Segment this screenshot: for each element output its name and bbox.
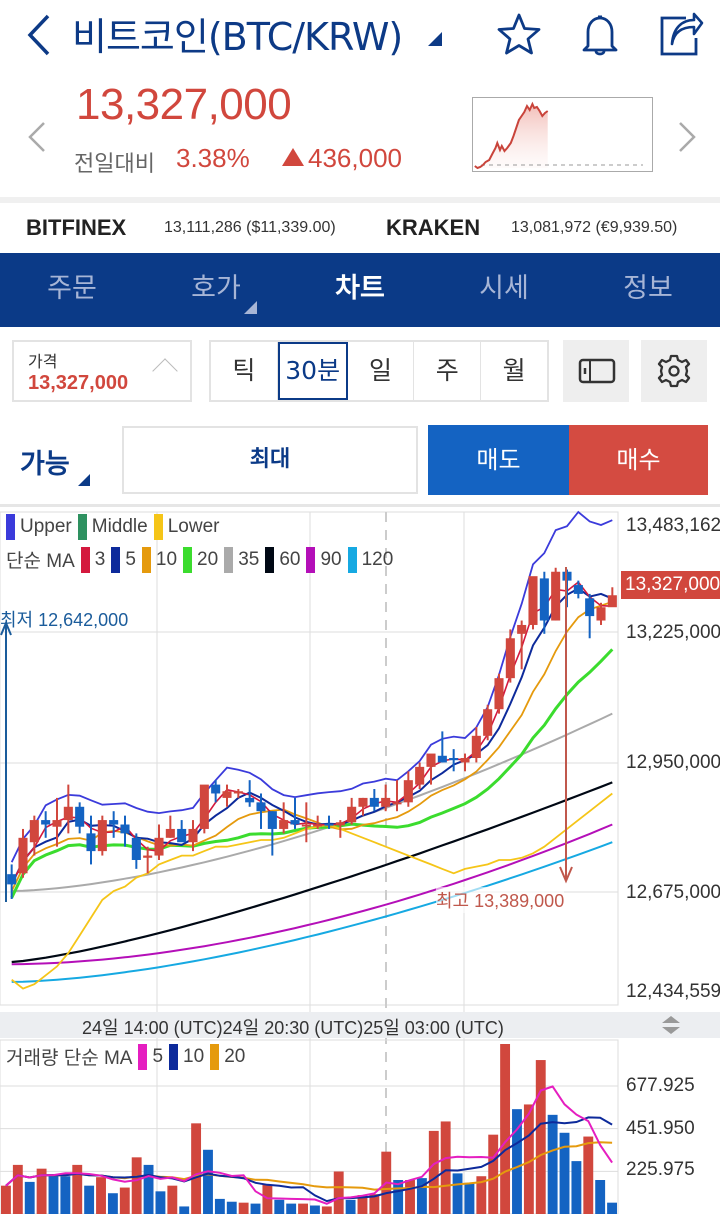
ma-legend-item-label: 20 [197,548,219,570]
page-title[interactable]: 비트코인(BTC/KRW) [72,15,403,59]
volume-y-tick: 225.975 [626,1159,695,1180]
prev-coin-icon[interactable] [26,120,48,154]
sell-button[interactable]: 매도 [428,425,569,495]
divider [0,197,720,203]
period-day[interactable]: 일 [348,342,415,400]
period-week[interactable]: 주 [414,342,482,400]
ma-legend-item-label: 5 [125,548,136,570]
max-button[interactable]: 최대 [122,426,418,494]
tab-info[interactable]: 정보 [623,273,673,304]
tab-chart[interactable]: 차트 [335,273,385,304]
exchange-name-kraken: KRAKEN [386,215,481,240]
ma-legend: 단순 MA 3 5 10 20 35 60 90 120 [6,546,393,573]
up-triangle-icon [282,148,304,166]
volume-y-tick: 677.925 [626,1075,695,1096]
volume-legend: 거래량 단순 MA 5 10 20 [6,1043,245,1070]
chevron-up-icon[interactable] [152,358,178,384]
bollinger-legend-item-swatch [6,514,15,540]
period-tick[interactable]: 틱 [211,342,278,400]
tab-market[interactable]: 시세 [479,273,529,304]
y-tick: 12,434,559 [626,981,720,1002]
volume-legend-item-swatch [138,1043,148,1070]
available-label[interactable]: 가능 [20,449,70,480]
bollinger-legend-item-label: Lower [167,516,220,537]
change-label: 전일대비 [74,152,155,177]
bollinger-legend-item-swatch [77,514,87,540]
volume-legend-item-label: 20 [224,1045,246,1067]
time-axis-labels: 24일 14:00 (UTC)24일 20:30 (UTC)25일 03:00 … [82,1018,504,1038]
volume-legend-item-swatch [210,1043,220,1070]
gear-icon [657,354,691,388]
high-annotation: 최고 13,389,000 [436,887,565,913]
price-field-value: 13,327,000 [28,372,129,394]
ma-legend-item-swatch [347,546,357,573]
ma-legend-item-label: 10 [155,548,178,570]
header: 비트코인(BTC/KRW) [0,0,720,72]
low-annotation: 최저 12,642,000 [0,610,129,630]
current-price-tag: 13,327,000 [621,571,720,599]
orderbook-dropdown-icon [244,301,257,314]
share-icon[interactable] [656,10,704,58]
ma-legend-item-swatch [183,546,193,573]
current-price: 13,327,000 [76,80,292,129]
exchange-value-kraken: 13,081,972 (€9,939.50) [511,219,678,236]
tab-orderbook[interactable]: 호가 [191,273,241,304]
y-tick: 12,675,000 [626,882,720,903]
back-icon[interactable] [22,10,58,60]
buy-button[interactable]: 매수 [569,425,708,495]
dropdown-icon[interactable] [428,32,442,46]
price-field-label: 가격 [28,352,58,371]
resize-handle-icon[interactable] [660,1015,682,1035]
ma-legend-item-label: 35 [238,548,260,570]
period-month[interactable]: 월 [502,356,526,385]
volume-y-tick: 451.950 [626,1118,695,1139]
price-field[interactable]: 가격 13,327,000 [12,340,192,402]
volume-legend-item-label: 10 [183,1045,205,1067]
exchange-value-bitfinex: 13,111,286 ($11,339.00) [164,219,336,236]
ma-legend-label: 단순 MA [6,551,75,572]
bollinger-legend: Upper Middle Lower [0,514,219,540]
tab-bar: 주문 호가 차트 시세 정보 [0,253,720,327]
change-percent: 3.38% [176,143,250,173]
y-tick: 13,225,000 [626,622,720,643]
ma-legend-item-swatch [111,546,121,573]
volume-legend-label: 거래량 단순 MA [6,1048,133,1069]
period-30min[interactable]: 30분 [277,342,348,400]
y-tick: 12,950,000 [626,752,720,773]
divider [0,504,720,507]
ma-legend-item-label: 60 [279,548,301,570]
ma-legend-item-swatch [265,546,275,573]
tab-order[interactable]: 주문 [47,273,97,304]
bollinger-legend-item-swatch [153,514,163,540]
ma-legend-item-swatch [306,546,316,573]
ma-legend-item-swatch [141,546,151,573]
period-selector: 틱 30분 일 주 월 [209,340,549,402]
exchange-prices: BITFINEX 13,111,286 ($11,339.00) KRAKEN … [0,203,720,253]
panel-toggle-button[interactable] [563,340,629,402]
ma-legend-item-label: 3 [94,548,106,570]
ma-legend-item-swatch [224,546,234,573]
ma-legend-item-label: 90 [320,548,342,570]
next-coin-icon[interactable] [676,120,698,154]
bollinger-legend-item-label: Middle [91,516,148,537]
price-chart[interactable] [0,507,720,1214]
bollinger-legend-item-label: Upper [20,516,72,537]
star-icon[interactable] [495,10,543,58]
volume-legend-item-label: 5 [152,1045,164,1067]
change-amount: 436,000 [282,143,402,174]
panel-icon [578,358,616,384]
y-tick: 13,483,162 [626,515,720,536]
volume-legend-item-swatch [169,1043,179,1070]
ma-legend-item-label: 120 [361,548,394,570]
ma-legend-item-swatch [80,546,90,573]
settings-button[interactable] [641,340,707,402]
mini-chart-line [474,101,643,170]
bell-icon[interactable] [576,10,624,58]
time-axis[interactable]: 24일 14:00 (UTC)24일 20:30 (UTC)25일 03:00 … [0,1012,720,1038]
available-dropdown-icon [78,474,90,486]
change-amount-value: 436,000 [308,143,402,173]
candlestick-chart[interactable] [0,507,720,1214]
exchange-name-bitfinex: BITFINEX [26,215,127,240]
mini-chart[interactable] [472,97,653,172]
